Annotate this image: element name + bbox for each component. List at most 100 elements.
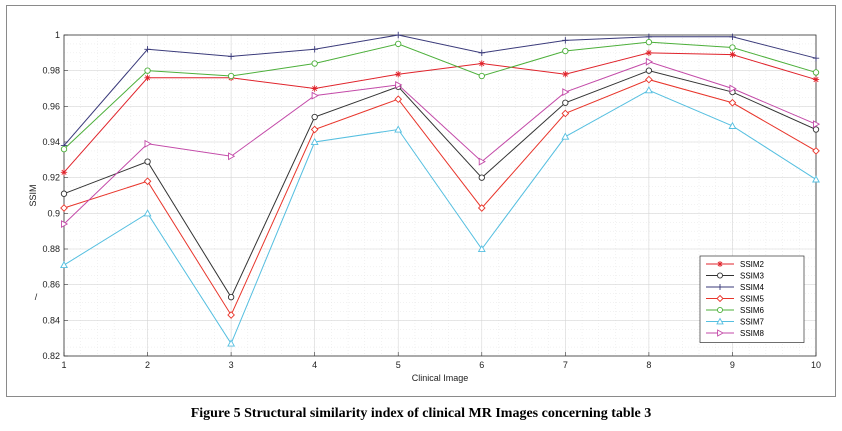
series-line: [63, 41, 817, 150]
data-point: [311, 113, 318, 121]
data-point: [227, 339, 236, 347]
legend-item: SSIM4: [706, 283, 765, 292]
data-point: [144, 46, 151, 53]
data-point: [562, 88, 570, 97]
x-tick-label: 5: [396, 360, 401, 370]
data-point: [562, 71, 569, 78]
y-tick-label: 0.82: [42, 351, 60, 361]
data-point: [395, 71, 402, 78]
data-point: [395, 80, 403, 89]
data-point: [227, 72, 235, 80]
data-point: [645, 38, 653, 46]
series-line: [63, 89, 817, 345]
y-tick-label: 0.92: [42, 173, 60, 183]
series-line: [63, 61, 817, 225]
series-line: [63, 52, 817, 173]
x-axis-label: Clinical Image: [412, 373, 469, 383]
data-point: [143, 209, 152, 217]
data-point: [717, 272, 724, 279]
data-point: [478, 174, 485, 181]
legend-item: SSIM7: [706, 318, 765, 327]
data-point: [812, 69, 820, 76]
series-group: [60, 31, 821, 347]
data-point: [645, 49, 653, 57]
x-tick-label: 6: [479, 360, 484, 370]
data-point: [144, 139, 152, 148]
y-tick-label: 0.94: [42, 137, 60, 147]
data-point: [311, 91, 319, 100]
y-tick-label: 1: [55, 30, 60, 40]
data-point: [729, 33, 736, 40]
data-point: [644, 86, 653, 94]
series-ssim4: [60, 31, 820, 149]
data-point: [228, 152, 236, 161]
series-ssim2: [60, 49, 820, 176]
y-tick-label: 0.88: [42, 244, 60, 254]
y-tick-label: 0.98: [42, 66, 60, 76]
series-ssim5: [60, 75, 820, 319]
data-point: [728, 121, 737, 129]
legend-item: SSIM3: [706, 272, 765, 281]
data-point: [645, 75, 653, 84]
y-axis-label: SSIM: [28, 184, 38, 206]
x-tick-label: 2: [145, 360, 150, 370]
data-point: [60, 220, 69, 228]
data-point: [562, 47, 569, 55]
data-point: [227, 53, 235, 60]
series-line: [63, 79, 817, 317]
data-point: [311, 85, 318, 92]
series-ssim8: [60, 57, 821, 228]
data-point: [60, 190, 68, 197]
data-point: [812, 147, 820, 155]
x-tick-label: 10: [811, 360, 821, 370]
data-point: [395, 31, 402, 39]
data-point: [562, 37, 569, 44]
legend-item: SSIM5: [706, 295, 765, 304]
y-tick-label: 0.96: [42, 101, 60, 111]
data-point: [227, 293, 235, 301]
data-point: [729, 51, 736, 58]
data-point: [394, 125, 403, 133]
data-point: [311, 46, 318, 53]
legend-label: SSIM2: [740, 260, 765, 269]
legend-label: SSIM6: [740, 306, 765, 315]
data-point: [562, 99, 569, 106]
data-point: [645, 67, 653, 74]
data-point: [716, 317, 724, 325]
data-point: [395, 40, 402, 48]
data-point: [717, 307, 724, 314]
data-point: [478, 72, 485, 80]
data-point: [812, 126, 820, 133]
data-point: [477, 204, 486, 212]
figure-frame: [6, 5, 836, 397]
figure-caption: Figure 5 Structural similarity index of …: [190, 406, 652, 421]
data-point: [478, 157, 486, 166]
data-point: [729, 44, 736, 51]
data-point: [310, 137, 319, 146]
series-line: [63, 70, 817, 299]
x-tick-label: 3: [229, 360, 234, 370]
legend-item: SSIM6: [706, 306, 765, 315]
data-point: [60, 169, 68, 176]
data-point: [645, 33, 653, 40]
data-point: [60, 145, 68, 153]
y-tick-label: 0.84: [42, 315, 60, 325]
data-point: [143, 177, 152, 186]
data-point: [144, 158, 151, 165]
data-point: [310, 125, 319, 134]
series-ssim6: [60, 38, 820, 153]
legend-label: SSIM5: [740, 295, 765, 304]
x-tick-label: 9: [730, 360, 735, 370]
data-point: [717, 329, 724, 337]
legend-label: SSIM3: [740, 272, 765, 281]
legend-label: SSIM8: [740, 329, 765, 338]
series-ssim7: [60, 86, 820, 347]
side-mark: /: [35, 292, 38, 302]
data-point: [812, 76, 820, 83]
data-point: [477, 244, 486, 253]
axis-ticks: 1 2 3 4 5 6 7 8 9 10 0.82 0.84 0.86 0.88 0.9 0.92 0.94 0.…: [42, 30, 821, 370]
data-point: [561, 132, 570, 140]
data-point: [60, 204, 68, 212]
data-point: [812, 120, 821, 129]
data-point: [561, 109, 570, 118]
